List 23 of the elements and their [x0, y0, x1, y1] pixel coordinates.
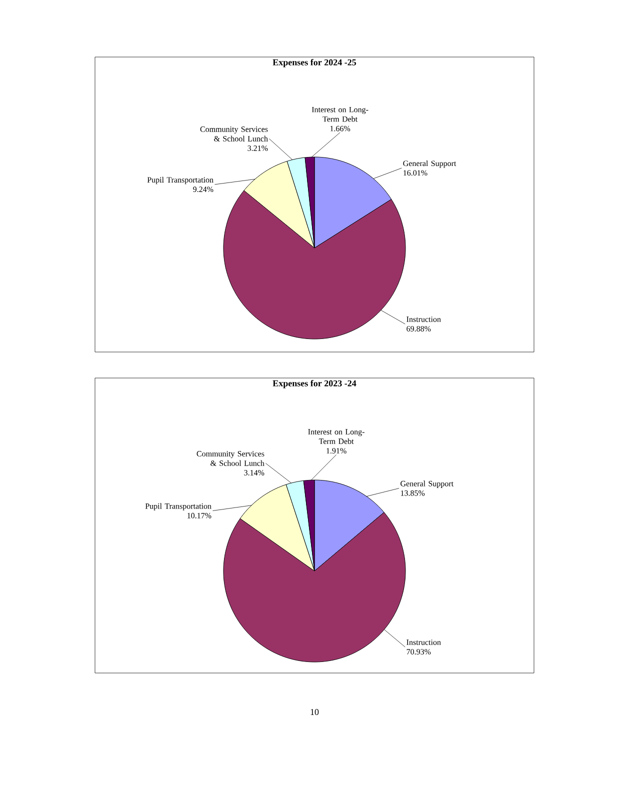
slice-label: General Support — [400, 480, 454, 488]
data-label: 10.17% — [188, 512, 212, 518]
data-label: 1.91% — [326, 448, 346, 454]
slice-label: Pupil Transportation — [145, 503, 212, 510]
slice-label: Instruction — [406, 316, 441, 322]
slice-label: Instruction — [406, 640, 441, 645]
text: 10 — [310, 708, 319, 716]
data-label: 16.01% — [404, 170, 428, 176]
data-label: 9.24% — [193, 186, 214, 192]
data-label: 3.21% — [248, 146, 268, 151]
chart-title: Expenses for 2023 -24 — [272, 380, 356, 388]
data-label: 69.88% — [406, 326, 431, 332]
slice-label: Interest on Long-Term Debt — [312, 106, 368, 122]
slice-label: Pupil Transportation — [147, 176, 214, 184]
slice-label: Interest on Long-Term Debt — [308, 429, 364, 444]
data-label: 70.93% — [406, 649, 431, 654]
data-label: 1.66% — [330, 126, 350, 132]
data-label: 3.14% — [244, 470, 264, 476]
chart-title: Expenses for 2024 -25 — [272, 58, 356, 68]
slice-label: Community Services & School Lunch — [200, 126, 268, 142]
data-label: 13.85% — [400, 490, 425, 496]
slice-label: Community Services & School Lunch — [196, 451, 264, 466]
slice-label: General Support — [403, 160, 456, 168]
